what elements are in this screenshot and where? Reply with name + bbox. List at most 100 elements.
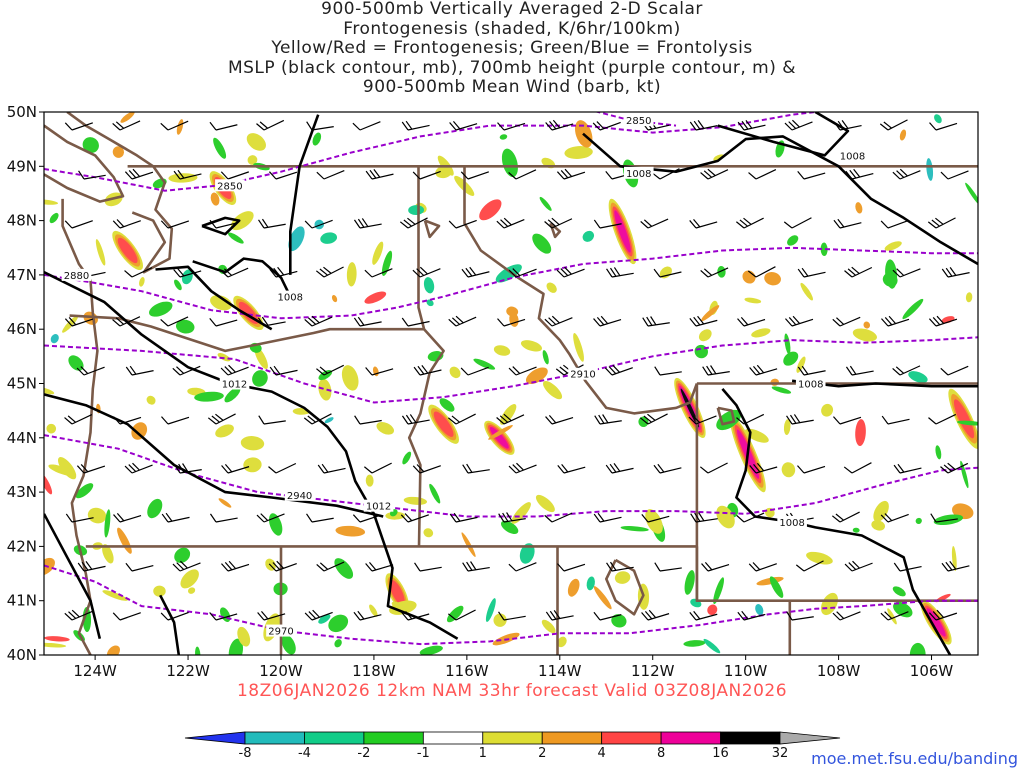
lon-label: 108W xyxy=(817,662,861,680)
lat-label: 44N xyxy=(7,429,37,447)
wind-barb xyxy=(364,462,392,474)
lake-outline xyxy=(716,406,736,426)
lon-label: 122W xyxy=(166,662,210,680)
wind-barb xyxy=(797,365,826,376)
wind-barb xyxy=(833,218,862,229)
mslp-contour-line xyxy=(44,513,102,640)
colorbar-label: 8 xyxy=(657,746,665,761)
wind-barb xyxy=(940,365,969,376)
wind-barb xyxy=(174,463,202,474)
lat-label: 46N xyxy=(7,320,37,338)
wind-barb xyxy=(124,168,154,180)
contour-label: 1012 xyxy=(222,380,247,391)
wind-barb xyxy=(929,122,958,131)
wind-barb xyxy=(172,365,201,376)
wind-barb xyxy=(65,513,94,523)
colorbar-box xyxy=(541,731,603,745)
lat-label: 45N xyxy=(7,375,37,393)
wind-barb xyxy=(689,315,718,327)
lake-outline xyxy=(549,222,562,239)
contour-label-bg xyxy=(266,624,296,637)
wind-barb xyxy=(462,561,490,572)
wind-barb xyxy=(928,609,958,621)
title-line-5: 900-500mb Mean Wind (barb, kt) xyxy=(362,77,662,97)
state-border xyxy=(463,166,699,415)
wind-barb xyxy=(76,464,106,474)
contour-label: 2850 xyxy=(626,116,651,127)
wind-barb xyxy=(412,266,441,278)
wind-barb xyxy=(786,414,814,425)
lon-label: 114W xyxy=(538,662,582,680)
wind-barb xyxy=(653,463,682,474)
wind-barb xyxy=(783,217,812,229)
wind-barb xyxy=(928,315,958,327)
wind-barb xyxy=(161,416,190,425)
wind-barb xyxy=(269,365,298,376)
wind-barb xyxy=(268,171,298,180)
colorbar-label: -4 xyxy=(298,746,311,761)
wind-barb xyxy=(304,219,333,229)
wind-barb xyxy=(690,512,718,523)
wind-barb xyxy=(220,171,250,180)
lake-outline xyxy=(423,219,441,239)
frontogenesis-map: 2850 2850 2880 2910 2940 2970 1008 1008 1008 1012… xyxy=(7,103,979,680)
wind-barb xyxy=(353,218,382,229)
wind-barb xyxy=(64,414,93,425)
wind-barb xyxy=(653,268,682,278)
credit-url[interactable]: moe.met.fsu.edu/banding xyxy=(811,749,1018,768)
wind-barb xyxy=(700,267,729,278)
wind-barb xyxy=(412,464,441,474)
lat-label: 47N xyxy=(7,266,37,284)
lat-label: 50N xyxy=(7,103,37,121)
wind-barb xyxy=(544,315,573,327)
contour-label-bg xyxy=(623,114,654,127)
wind-barb xyxy=(78,170,106,180)
wind-barb xyxy=(353,610,382,621)
wind-barb xyxy=(556,266,585,278)
mslp-contour-line xyxy=(717,112,850,157)
wind-barb xyxy=(508,268,537,278)
wind-barb xyxy=(930,513,958,523)
wind-barb xyxy=(64,220,93,229)
wind-barb xyxy=(881,415,910,425)
wind-barb xyxy=(112,612,141,621)
wind-barb xyxy=(557,563,586,572)
wind-barb xyxy=(352,121,381,131)
wind-barb xyxy=(221,560,250,572)
lon-label: 118W xyxy=(352,662,396,680)
contour-label-bg xyxy=(284,488,315,501)
wind-barb xyxy=(927,217,956,229)
wind-barb xyxy=(941,560,970,572)
colorbar-label: -2 xyxy=(357,746,370,761)
colorbar-tip-right xyxy=(779,731,841,745)
wind-barb xyxy=(508,169,537,180)
colorbar-label: 2 xyxy=(538,746,546,761)
wind-barb xyxy=(594,414,622,425)
wind-barb xyxy=(221,463,250,474)
wind-barb xyxy=(737,119,766,131)
wind-barb xyxy=(748,562,777,572)
wind-barb xyxy=(545,119,574,131)
wind-barb xyxy=(160,220,190,229)
lon-label: 116W xyxy=(445,662,489,680)
wind-barb xyxy=(592,121,621,131)
wind-barb xyxy=(797,267,826,278)
wind-barb xyxy=(209,121,238,131)
wind-barb xyxy=(401,414,430,425)
wind-barb xyxy=(940,170,969,180)
wind-barb xyxy=(508,562,537,572)
wind-barb xyxy=(688,415,717,425)
contour-label: 1008 xyxy=(626,169,651,180)
wind-barb xyxy=(797,171,826,180)
contour-label-bg xyxy=(363,499,394,512)
wind-barb xyxy=(125,562,154,572)
colorbar-label: 4 xyxy=(598,746,606,761)
contour-label: 2880 xyxy=(64,271,89,282)
mslp-contour-line xyxy=(192,257,292,298)
wind-barb xyxy=(77,561,106,572)
wind-barb xyxy=(832,316,861,327)
wind-barb xyxy=(832,611,861,621)
wind-barb xyxy=(880,611,909,621)
wind-barb xyxy=(748,169,777,180)
wind-barb xyxy=(702,365,730,376)
